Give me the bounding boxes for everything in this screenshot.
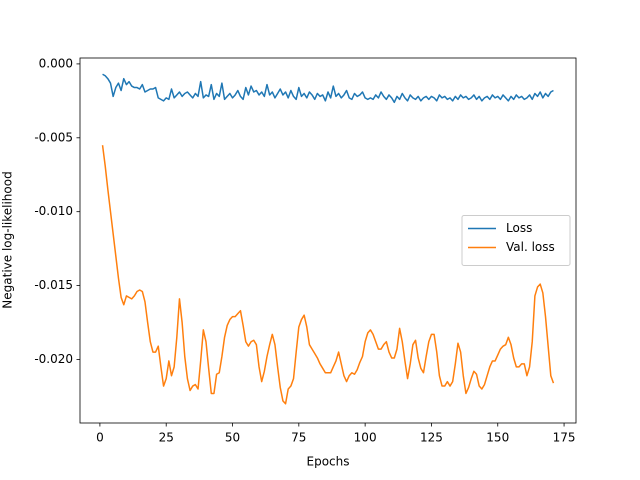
x-tick-label: 25 [159, 431, 174, 445]
axes-frame [79, 57, 577, 424]
legend-label: Val. loss [506, 240, 555, 254]
x-axis-label: Epochs [307, 455, 350, 469]
y-tick-label: 0.000 [39, 56, 73, 70]
x-tick-label: 100 [354, 431, 377, 445]
x-tick-label: 75 [291, 431, 306, 445]
y-tick-label: -0.010 [34, 204, 73, 218]
line-series [102, 73, 554, 104]
y-tick-label: -0.020 [34, 352, 73, 366]
y-axis-label: Negative log-likelihood [1, 171, 15, 308]
x-tick-label: 125 [420, 431, 443, 445]
line-series [101, 145, 555, 405]
y-tick-label: -0.015 [34, 278, 73, 292]
x-tick-label: 150 [486, 431, 509, 445]
y-tick-label: -0.005 [34, 130, 73, 144]
x-tick-label: 50 [225, 431, 240, 445]
x-tick-label: 0 [96, 431, 104, 445]
x-tick-label: 175 [553, 431, 576, 445]
legend-label: Loss [506, 221, 532, 235]
